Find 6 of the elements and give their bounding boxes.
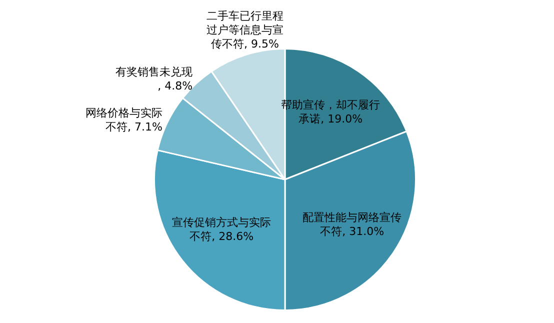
slice-label: 宣传促销方式与实际不符, 28.6% bbox=[172, 216, 272, 243]
slice-label: 二手车已行里程过户等信息与宣传不符, 9.5% bbox=[206, 10, 284, 51]
slice-label: 网络价格与实际不符, 7.1% bbox=[86, 106, 163, 134]
data-label: , 4.8% bbox=[158, 80, 193, 93]
slice-label: 配置性能与网络宣传不符, 31.0% bbox=[302, 210, 402, 238]
slice-label: 有奖销售未兑现 bbox=[116, 66, 193, 79]
